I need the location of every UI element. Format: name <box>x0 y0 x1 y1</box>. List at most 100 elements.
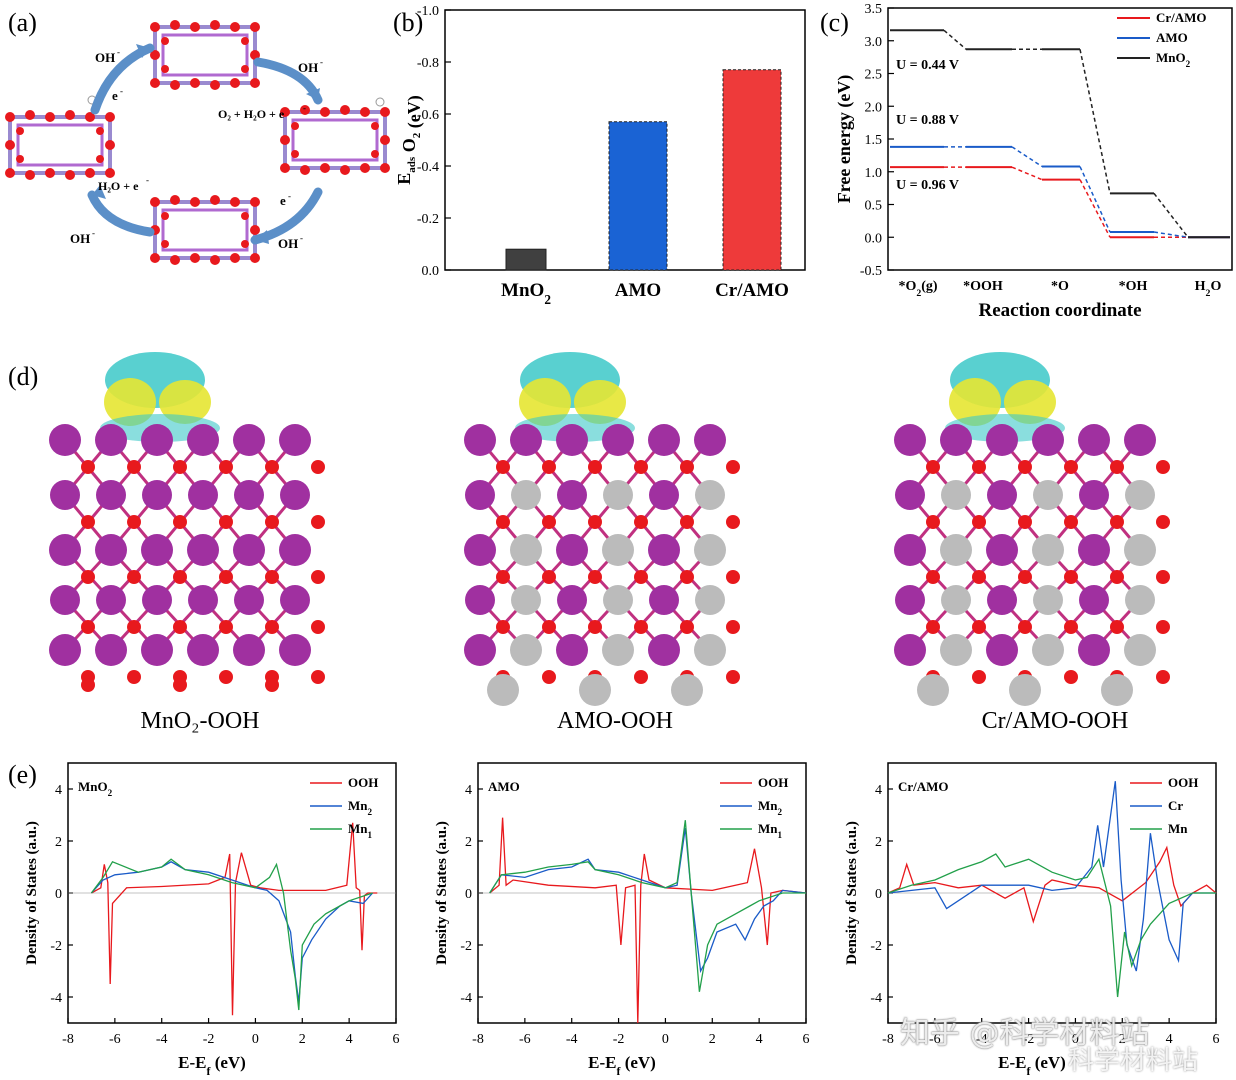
atom-mn <box>648 634 680 666</box>
y-tick-label: 1.0 <box>865 166 883 181</box>
atom-mn <box>234 480 264 510</box>
atom-mn <box>649 585 679 615</box>
y-tick-label: 4 <box>465 783 472 798</box>
atom-mn <box>234 585 264 615</box>
x-tick-label: -4 <box>976 1032 988 1047</box>
atom-mn <box>95 424 127 456</box>
x-tick-label: 2 <box>709 1032 716 1047</box>
x-tick-label: AMO <box>615 280 661 301</box>
y-tick-label: 4 <box>55 783 62 798</box>
legend-label: MnO2 <box>1156 50 1191 69</box>
atom-o <box>1064 570 1078 584</box>
atom-mn <box>556 534 588 566</box>
reaction-left: H₂O + e <box>98 179 139 193</box>
atom-o <box>265 570 279 584</box>
charge-density-yellow <box>159 380 211 424</box>
connector-cr-amo <box>1011 166 1043 181</box>
y-tick-label: 2.5 <box>865 68 883 83</box>
atom-mn <box>49 634 81 666</box>
atom-o <box>311 670 325 684</box>
atom-mn <box>233 424 265 456</box>
atom-mn <box>233 634 265 666</box>
atom-ga <box>694 634 726 666</box>
atom-ga <box>487 674 519 706</box>
x-axis-label: E-Ef (eV) <box>998 1053 1066 1078</box>
atom-mn <box>96 585 126 615</box>
atom-o <box>265 620 279 634</box>
atom-o <box>1110 460 1124 474</box>
molecule-right <box>278 103 392 177</box>
atom-o <box>265 678 279 692</box>
atom-o <box>926 570 940 584</box>
atom-mn <box>557 480 587 510</box>
atom-mn <box>50 480 80 510</box>
caption-cramo-ooh: Cr/AMO-OOH <box>981 708 1129 734</box>
legend-label: Mn1 <box>758 821 783 840</box>
atom-o <box>81 515 95 529</box>
svg-text:-: - <box>146 175 149 185</box>
structure-cramo-ooh <box>894 352 1170 706</box>
atom-mn <box>465 480 495 510</box>
atom-ga <box>695 480 725 510</box>
y-tick-label: 2 <box>875 835 882 850</box>
atom-o <box>680 620 694 634</box>
y-tick-label: 0.0 <box>422 264 440 279</box>
charge-density-yellow <box>949 378 1001 426</box>
molecule-left <box>3 108 117 182</box>
atom-o <box>311 570 325 584</box>
atom-o <box>726 515 740 529</box>
oh-top-right: OH <box>298 60 318 75</box>
connector-mno2 <box>1153 192 1189 238</box>
atom-mn <box>1079 585 1109 615</box>
charge-density-yellow <box>574 380 626 424</box>
atom-o <box>926 620 940 634</box>
atom-mn <box>187 534 219 566</box>
atom-o <box>173 570 187 584</box>
chart-e3: -8 -6 -4 -2 0 2 4 6 -4 -2 0 2 4 Density of States (a.… <box>844 762 1220 1078</box>
legend-label: Mn2 <box>758 798 783 817</box>
atom-mn <box>279 634 311 666</box>
watermark-site: 科学材料站 <box>1068 1046 1199 1076</box>
connector-amo <box>1079 166 1111 233</box>
atom-o <box>1064 670 1078 684</box>
atom-o <box>634 670 648 684</box>
panel-d-structures <box>49 352 1170 706</box>
x-axis-label: E-Ef (eV) <box>588 1053 656 1078</box>
x-axis-label: E-Ef (eV) <box>178 1053 246 1078</box>
molecule-bottom <box>148 193 262 267</box>
x-tick-label: -8 <box>62 1032 74 1047</box>
atom-o <box>588 460 602 474</box>
atom-mn <box>1032 424 1064 456</box>
atom-mn <box>49 534 81 566</box>
x-tick-label: 0 <box>1072 1032 1079 1047</box>
x-tick-label: 4 <box>346 1032 353 1047</box>
atom-mn <box>464 634 496 666</box>
atom-mn <box>187 424 219 456</box>
atom-ga <box>511 585 541 615</box>
x-tick-label: *O2(g) <box>898 279 937 299</box>
panel-a-label: (a) <box>8 8 37 37</box>
x-tick-label: 2 <box>1119 1032 1126 1047</box>
caption-amo-ooh: AMO-OOH <box>557 708 673 734</box>
atom-o <box>972 460 986 474</box>
x-tick-label: -4 <box>156 1032 168 1047</box>
u-label-amo: U = 0.88 V <box>896 113 959 128</box>
y-tick-label: 0 <box>465 887 472 902</box>
atom-ga <box>511 480 541 510</box>
atom-o <box>588 570 602 584</box>
atom-mn <box>141 534 173 566</box>
atom-mn <box>649 480 679 510</box>
atom-o <box>81 570 95 584</box>
chart-c: -0.5 0.0 0.5 1.0 1.5 2.0 2.5 3.0 3.5 Free energy … <box>834 2 1233 321</box>
atom-mn <box>464 534 496 566</box>
y-tick-label: -0.8 <box>417 56 439 71</box>
atom-o <box>634 515 648 529</box>
atom-o <box>634 570 648 584</box>
atom-mn <box>95 634 127 666</box>
dos-mn1 <box>90 858 373 1011</box>
atom-mn <box>556 424 588 456</box>
svg-text:-: - <box>117 47 120 57</box>
atom-mn <box>648 534 680 566</box>
atom-mn <box>464 424 496 456</box>
connector-amo <box>1153 231 1189 238</box>
